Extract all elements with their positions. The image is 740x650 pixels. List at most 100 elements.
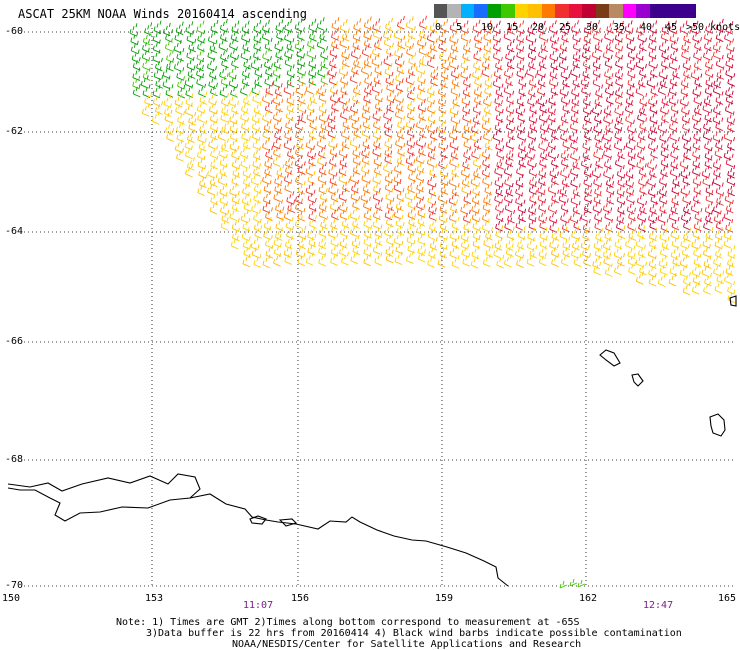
wind-barb bbox=[484, 181, 493, 196]
wind-barb bbox=[538, 137, 547, 151]
wind-barb bbox=[470, 255, 479, 269]
wind-barb bbox=[613, 245, 622, 259]
wind-barb bbox=[374, 232, 383, 246]
wind-barb bbox=[571, 100, 580, 114]
footnote-line-1: Note: 1) Times are GMT 2)Times along bot… bbox=[116, 617, 580, 628]
wind-barb bbox=[639, 102, 647, 116]
wind-barb bbox=[460, 236, 469, 250]
wind-barb bbox=[694, 73, 703, 88]
wind-barb bbox=[669, 262, 678, 276]
wind-barb bbox=[229, 46, 238, 60]
wind-barb bbox=[273, 243, 282, 257]
wind-barb bbox=[692, 190, 701, 204]
wind-barb bbox=[727, 254, 735, 268]
wind-barb bbox=[569, 578, 578, 587]
wind-barb bbox=[539, 154, 548, 168]
wind-barb bbox=[715, 54, 724, 69]
wind-barb bbox=[727, 118, 736, 133]
wind-barb bbox=[529, 190, 538, 204]
wind-barb bbox=[427, 191, 436, 206]
wind-barb bbox=[692, 271, 701, 285]
wind-barb bbox=[614, 29, 623, 43]
wind-barb bbox=[683, 200, 691, 215]
legend-swatch bbox=[582, 4, 596, 18]
wind-barb bbox=[240, 155, 249, 169]
wind-barb bbox=[184, 136, 193, 151]
wind-barb bbox=[362, 135, 371, 149]
wind-barb bbox=[595, 228, 604, 242]
wind-barb bbox=[351, 61, 360, 75]
wind-barb bbox=[210, 118, 218, 132]
wind-barb bbox=[668, 272, 677, 287]
wind-barb bbox=[528, 208, 537, 223]
wind-barb bbox=[704, 201, 713, 215]
wind-barb bbox=[452, 119, 461, 133]
wind-barb bbox=[152, 84, 161, 99]
wind-barb bbox=[561, 29, 570, 43]
wind-barb bbox=[166, 58, 175, 72]
wind-barb bbox=[404, 35, 413, 49]
wind-barb bbox=[427, 119, 435, 134]
wind-barb bbox=[451, 73, 460, 87]
wind-barb bbox=[231, 100, 240, 115]
wind-barb bbox=[294, 18, 303, 32]
wind-barb bbox=[649, 235, 657, 249]
wind-barb bbox=[263, 119, 272, 133]
wind-barb bbox=[164, 109, 173, 124]
wind-barb bbox=[649, 20, 658, 34]
wind-barb bbox=[682, 171, 691, 186]
wind-barb bbox=[647, 92, 656, 107]
wind-barb bbox=[713, 253, 722, 267]
wind-barb bbox=[207, 30, 216, 45]
wind-barb bbox=[560, 164, 568, 178]
wind-barb bbox=[649, 100, 658, 114]
footnote-line-2: 3)Data buffer is 22 hrs from 20160414 4)… bbox=[146, 628, 682, 639]
wind-barb bbox=[605, 72, 614, 87]
wind-barb bbox=[602, 199, 611, 214]
wind-barb bbox=[604, 65, 612, 80]
wind-barb bbox=[661, 109, 670, 124]
wind-barb bbox=[703, 46, 711, 61]
wind-barb bbox=[318, 99, 327, 114]
wind-barb bbox=[297, 62, 306, 76]
wind-barb bbox=[338, 91, 347, 105]
wind-barb bbox=[572, 28, 581, 43]
wind-barb bbox=[527, 21, 536, 35]
wind-barb bbox=[470, 173, 479, 187]
wind-barb bbox=[626, 56, 635, 71]
wind-barb bbox=[551, 153, 559, 168]
wind-barb bbox=[275, 217, 284, 232]
wind-barb bbox=[703, 281, 711, 295]
wind-barb bbox=[419, 15, 427, 30]
wind-barbs bbox=[129, 15, 736, 589]
wind-barb bbox=[692, 162, 700, 176]
wind-barb bbox=[661, 236, 670, 250]
wind-barb bbox=[232, 164, 241, 179]
wind-barb bbox=[494, 92, 503, 106]
wind-barb bbox=[548, 91, 557, 106]
wind-barb bbox=[549, 236, 558, 250]
wind-barb bbox=[682, 56, 691, 71]
wind-barb bbox=[209, 39, 218, 54]
wind-barb bbox=[725, 21, 734, 35]
wind-barb bbox=[690, 66, 699, 80]
wind-barb bbox=[176, 148, 184, 162]
wind-barb bbox=[474, 91, 482, 105]
wind-barb bbox=[659, 243, 668, 258]
wind-barb bbox=[727, 281, 735, 295]
wind-barb bbox=[679, 20, 688, 34]
wind-barb bbox=[407, 62, 416, 77]
wind-barb bbox=[305, 162, 314, 176]
wind-barb bbox=[295, 81, 304, 96]
wind-barb bbox=[329, 54, 337, 69]
wind-barb bbox=[341, 252, 349, 266]
wind-barb bbox=[594, 217, 603, 231]
wind-barb bbox=[175, 21, 184, 36]
wind-barb bbox=[283, 207, 292, 221]
wind-barb bbox=[350, 108, 359, 123]
wind-barb bbox=[231, 155, 240, 170]
wind-barb bbox=[240, 47, 249, 61]
wind-barb bbox=[374, 36, 382, 51]
wind-barb bbox=[229, 36, 237, 51]
wind-barb bbox=[220, 72, 229, 87]
